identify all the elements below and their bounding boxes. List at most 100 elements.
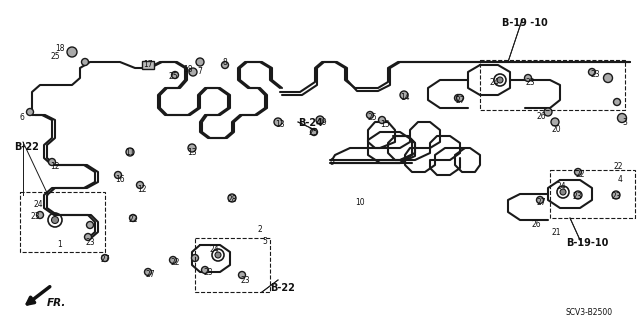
Circle shape xyxy=(456,94,463,101)
Circle shape xyxy=(170,256,177,263)
Text: 22: 22 xyxy=(613,162,623,171)
Circle shape xyxy=(126,148,134,156)
Text: 22: 22 xyxy=(170,258,180,267)
Text: 14: 14 xyxy=(400,93,410,102)
Text: 13: 13 xyxy=(275,120,285,129)
Text: 2: 2 xyxy=(258,225,262,234)
Text: 17: 17 xyxy=(143,60,153,69)
Text: 25: 25 xyxy=(50,52,60,61)
Text: 23: 23 xyxy=(590,70,600,79)
Circle shape xyxy=(145,269,152,276)
Text: 10: 10 xyxy=(355,198,365,207)
Text: FR.: FR. xyxy=(47,298,67,308)
Circle shape xyxy=(129,214,136,221)
Text: 24: 24 xyxy=(33,200,43,209)
Circle shape xyxy=(36,211,44,219)
Text: 27: 27 xyxy=(145,270,155,279)
Text: 25: 25 xyxy=(168,72,178,81)
Bar xyxy=(20,192,105,252)
Circle shape xyxy=(102,255,109,262)
Circle shape xyxy=(367,112,374,118)
Bar xyxy=(195,238,270,292)
Circle shape xyxy=(551,118,559,126)
Circle shape xyxy=(574,191,582,199)
Circle shape xyxy=(239,271,246,278)
Circle shape xyxy=(172,71,179,78)
Text: 21: 21 xyxy=(551,228,561,237)
Text: 7: 7 xyxy=(198,67,202,76)
Circle shape xyxy=(81,58,88,65)
Circle shape xyxy=(26,108,33,115)
Text: 15: 15 xyxy=(380,120,390,129)
Text: 13: 13 xyxy=(187,148,197,157)
Circle shape xyxy=(400,91,408,99)
Text: 12: 12 xyxy=(51,162,60,171)
Circle shape xyxy=(604,73,612,83)
Circle shape xyxy=(497,77,503,83)
Text: B-19-10: B-19-10 xyxy=(566,238,609,248)
Circle shape xyxy=(188,144,196,152)
Text: B-22: B-22 xyxy=(270,283,295,293)
Text: 11: 11 xyxy=(125,148,135,157)
Text: 23: 23 xyxy=(572,192,582,201)
Circle shape xyxy=(544,108,552,116)
Text: 6: 6 xyxy=(20,113,24,122)
Circle shape xyxy=(189,68,197,76)
Circle shape xyxy=(67,47,77,57)
Text: 24: 24 xyxy=(209,245,219,254)
Circle shape xyxy=(136,182,143,189)
Text: B-24: B-24 xyxy=(298,118,323,128)
Text: 9: 9 xyxy=(330,158,335,167)
Text: 25: 25 xyxy=(308,128,318,137)
Circle shape xyxy=(196,58,204,66)
Circle shape xyxy=(378,116,385,123)
Circle shape xyxy=(191,255,198,262)
Text: 25: 25 xyxy=(367,113,377,122)
Text: 26: 26 xyxy=(531,220,541,229)
Text: B-19 -10: B-19 -10 xyxy=(502,18,548,28)
Text: 24: 24 xyxy=(556,182,566,191)
Text: 23: 23 xyxy=(611,192,621,201)
Text: 27: 27 xyxy=(455,96,465,105)
Text: 19: 19 xyxy=(317,118,327,127)
Text: 27: 27 xyxy=(536,198,546,207)
Circle shape xyxy=(84,234,92,241)
Circle shape xyxy=(575,168,582,175)
Text: 23: 23 xyxy=(30,212,40,221)
Text: 5: 5 xyxy=(262,237,268,246)
Bar xyxy=(550,170,635,218)
Text: 22: 22 xyxy=(128,215,138,224)
Circle shape xyxy=(618,114,627,122)
Text: 23: 23 xyxy=(525,78,535,87)
Circle shape xyxy=(215,252,221,258)
Circle shape xyxy=(316,116,324,124)
Circle shape xyxy=(51,217,58,224)
Text: 18: 18 xyxy=(55,44,65,53)
Circle shape xyxy=(612,191,620,199)
Text: SCV3-B2500: SCV3-B2500 xyxy=(565,308,612,317)
Text: 3: 3 xyxy=(623,118,627,127)
Circle shape xyxy=(536,197,543,204)
Circle shape xyxy=(525,75,531,81)
Circle shape xyxy=(49,159,56,166)
Text: 20: 20 xyxy=(551,125,561,134)
Circle shape xyxy=(274,118,282,126)
Circle shape xyxy=(614,99,621,106)
Text: 23: 23 xyxy=(85,238,95,247)
Text: 8: 8 xyxy=(223,58,227,67)
Text: 4: 4 xyxy=(618,175,623,184)
Text: 12: 12 xyxy=(137,185,147,194)
Circle shape xyxy=(202,266,209,273)
Circle shape xyxy=(228,194,236,202)
Text: 26: 26 xyxy=(536,112,546,121)
Circle shape xyxy=(115,172,122,179)
Text: 23: 23 xyxy=(240,276,250,285)
Text: 18: 18 xyxy=(183,65,193,74)
Circle shape xyxy=(221,62,228,69)
Text: B-22: B-22 xyxy=(14,142,39,152)
Bar xyxy=(480,60,625,110)
Text: 1: 1 xyxy=(58,240,62,249)
Circle shape xyxy=(589,69,595,76)
Text: 23: 23 xyxy=(203,268,213,277)
Circle shape xyxy=(310,129,317,136)
